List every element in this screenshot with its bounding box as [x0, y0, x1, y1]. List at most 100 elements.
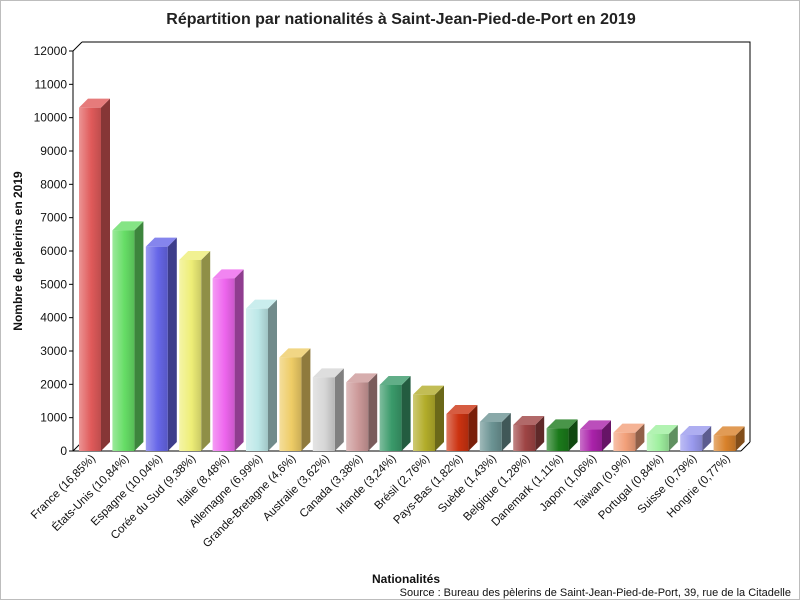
bar	[713, 426, 745, 451]
bar-front	[145, 246, 168, 451]
bar-top	[713, 426, 745, 436]
chart-title: Répartition par nationalités à Saint-Jea…	[166, 11, 636, 28]
bar	[212, 269, 244, 451]
y-tick-label: 6000	[40, 244, 67, 258]
bar-top	[513, 416, 545, 425]
bar-top	[145, 237, 177, 247]
bar	[413, 385, 444, 451]
bar-top	[646, 425, 678, 434]
bar	[580, 420, 611, 451]
bar-front	[680, 435, 703, 451]
bar-front	[580, 429, 602, 451]
y-tick-label: 3000	[40, 344, 67, 358]
bar	[246, 299, 277, 451]
bar	[479, 413, 511, 451]
bar-top	[546, 419, 578, 429]
bar-front	[479, 422, 502, 451]
bars-group	[79, 98, 745, 452]
bar-front	[79, 107, 101, 452]
x-tick-label: Suisse (0,79%)	[636, 453, 700, 517]
bar-top	[312, 368, 344, 378]
bar-top	[446, 405, 478, 414]
bar-side	[668, 425, 678, 451]
bar	[379, 376, 411, 451]
bar-front	[112, 230, 135, 451]
x-tick-label: Hongrie (0,77%)	[665, 453, 733, 521]
bar-side	[301, 348, 311, 451]
bar-side	[602, 420, 611, 451]
y-tick-label: 7000	[40, 211, 67, 225]
bar-top	[379, 376, 411, 385]
bar-front	[279, 357, 302, 451]
bar	[613, 423, 645, 451]
bar-front	[646, 434, 669, 451]
x-axis: France (16,85%)États-Unis (10,84%)Espagn…	[29, 452, 733, 550]
bar	[312, 368, 344, 451]
y-tick-label: 2000	[40, 377, 67, 391]
bar	[79, 98, 110, 452]
bar-top	[212, 269, 244, 279]
bar-side	[501, 413, 511, 451]
bar-side	[268, 299, 277, 451]
bar-side	[368, 373, 378, 451]
bar-top	[346, 373, 378, 383]
y-tick-label: 10000	[34, 111, 68, 125]
bar-top	[479, 413, 511, 422]
bar-side	[234, 269, 244, 451]
y-axis-title: Nombre de pèlerins en 2019	[11, 171, 25, 331]
bar-top	[79, 98, 110, 108]
bar-top	[413, 385, 444, 395]
bar	[279, 348, 311, 451]
bar-front	[312, 377, 335, 451]
bar-side	[735, 426, 745, 451]
bar-top	[179, 251, 211, 260]
bar	[513, 416, 545, 451]
bar	[145, 237, 177, 451]
y-tick-label: 0	[60, 444, 67, 458]
y-axis: 0 1000 2000 3000 4000 5000 6000 7000 8000 9000 100…	[34, 44, 73, 458]
bar-side	[167, 237, 177, 451]
bar-front	[246, 308, 268, 451]
bar	[446, 405, 478, 451]
bar	[346, 373, 378, 451]
bar-side	[401, 376, 411, 451]
y-tick-label: 12000	[34, 44, 68, 58]
bar-side	[535, 416, 545, 451]
x-tick-label: Suède (1,43%)	[436, 453, 499, 516]
bar-front	[713, 435, 736, 451]
bar-side	[702, 426, 712, 451]
bar-front	[613, 432, 636, 451]
bar-top	[680, 426, 712, 435]
bar-side	[134, 221, 144, 451]
y-tick-label: 8000	[40, 177, 67, 191]
bar-front	[513, 425, 536, 451]
bar-side	[334, 368, 344, 451]
bar-side	[435, 385, 444, 451]
y-tick-label: 11000	[35, 77, 68, 91]
plot-frame-back	[82, 41, 751, 442]
bar-front	[346, 382, 369, 451]
bar-front	[379, 385, 402, 451]
x-axis-title: Nationalités	[372, 572, 440, 586]
bar	[112, 221, 144, 451]
bar-front	[179, 260, 202, 451]
bar-top	[246, 299, 277, 309]
source-note: Source : Bureau des pèlerins de Saint-Je…	[400, 587, 791, 599]
bar	[646, 425, 678, 451]
bar-front	[413, 394, 435, 451]
bar-top	[279, 348, 311, 358]
bar-side	[201, 251, 211, 451]
y-tick-label: 9000	[40, 144, 67, 158]
bar	[546, 419, 578, 451]
bar-top	[580, 420, 611, 430]
bar-top	[613, 423, 645, 433]
plot-frame-edge	[740, 441, 751, 452]
y-tick-label: 1000	[40, 411, 67, 425]
bar-side	[101, 98, 110, 452]
plot-frame-edge	[72, 41, 83, 52]
y-tick-label: 5000	[40, 277, 67, 291]
x-tick-label: Irlande (3,24%)	[335, 453, 399, 517]
bar	[179, 251, 211, 451]
